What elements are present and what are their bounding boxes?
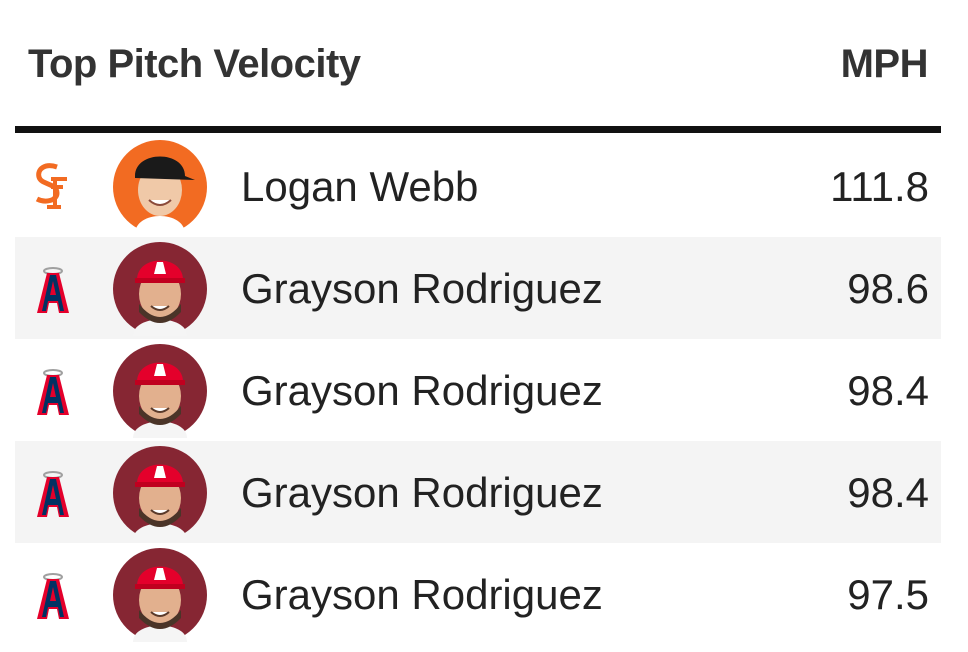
velocity: 97.5	[847, 571, 929, 618]
player-photo	[113, 242, 207, 336]
team-logo	[27, 569, 75, 621]
velocity: 98.6	[847, 265, 929, 312]
team-logo	[27, 365, 75, 417]
table-row: Logan Webb 111.8	[15, 135, 941, 237]
table-row: Grayson Rodriguez 98.4	[15, 441, 941, 543]
table-row: Grayson Rodriguez 98.6	[15, 237, 941, 339]
player-photo	[113, 140, 207, 234]
player-photo	[113, 446, 207, 540]
velocity: 98.4	[847, 469, 929, 516]
team-logo	[27, 467, 75, 519]
column-header: MPH	[840, 42, 929, 86]
player-name: Grayson Rodriguez	[241, 367, 603, 414]
velocity: 98.4	[847, 367, 929, 414]
player-photo	[113, 548, 207, 642]
player-name: Grayson Rodriguez	[241, 469, 603, 516]
table-row: Grayson Rodriguez 97.5	[15, 543, 941, 645]
player-photo	[113, 344, 207, 438]
player-name: Grayson Rodriguez	[241, 571, 603, 618]
team-logo	[27, 161, 75, 213]
team-logo	[27, 263, 75, 315]
header-rule	[15, 126, 941, 133]
player-name: Logan Webb	[241, 163, 479, 210]
player-name: Grayson Rodriguez	[241, 265, 603, 312]
table-row: Grayson Rodriguez 98.4	[15, 339, 941, 441]
table-title: Top Pitch Velocity	[28, 42, 361, 86]
velocity: 111.8	[830, 163, 929, 210]
